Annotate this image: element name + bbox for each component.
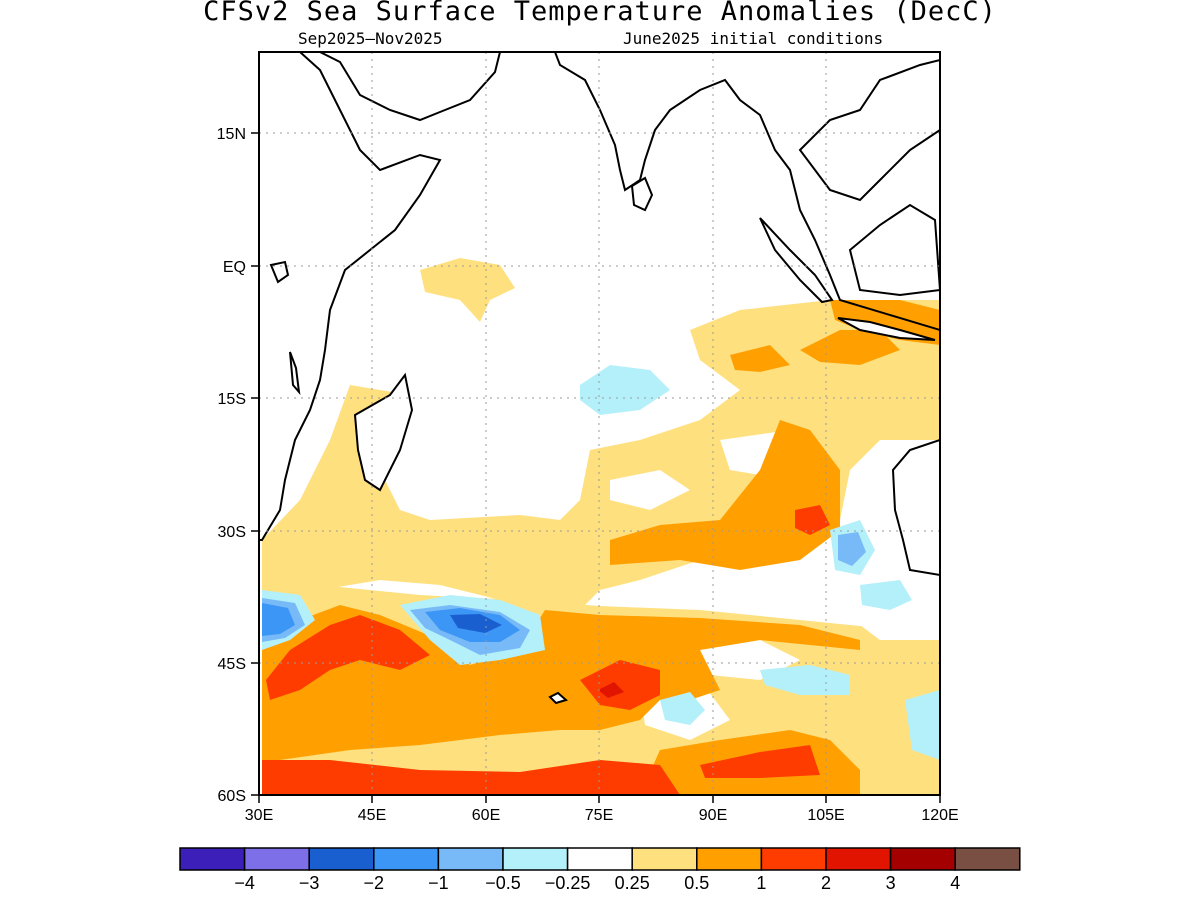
sumatra [759, 217, 834, 304]
anomaly-cool-south-east [760, 665, 850, 695]
colorbar-swatch [437, 847, 504, 871]
se-asia-coast [798, 58, 940, 202]
lon-label: 45E [358, 807, 386, 824]
colorbar-swatch [631, 847, 698, 871]
colorbar-swatch [825, 847, 892, 871]
anomaly-cool-east-40s [860, 580, 912, 610]
colorbar-swatch [502, 847, 569, 871]
lon-label: 30E [245, 807, 273, 824]
island [289, 351, 301, 396]
australia-coast [891, 438, 940, 577]
anomaly-red-kerguelen [580, 660, 660, 710]
anomaly-orange-west-australia [730, 345, 790, 372]
lon-label: 60E [472, 807, 500, 824]
anomaly-lightblue-east [838, 532, 866, 566]
anomaly-cool-15s [580, 365, 670, 415]
africa-coast [259, 52, 442, 541]
colorbar-swatch [373, 847, 440, 871]
anomaly-orange-sumatra [800, 330, 900, 365]
anomaly-blue-west [262, 603, 295, 636]
colorbar-label: 3 [886, 873, 896, 893]
colorbar-swatch [243, 847, 310, 871]
colorbar-label: −0.5 [485, 873, 521, 893]
coastlines [259, 52, 940, 705]
anomaly-cool-south-patch [660, 692, 705, 725]
lat-label: 45S [218, 656, 246, 673]
colorbar-label: −2 [364, 873, 385, 893]
anomaly-warm-equatorial [420, 258, 515, 322]
lat-label: 15N [217, 126, 246, 143]
island [548, 691, 569, 705]
colorbar-label: −0.25 [545, 873, 591, 893]
lat-label: EQ [223, 259, 246, 276]
anomaly-cool-south-east-edge [905, 690, 940, 760]
lat-label: 15S [218, 391, 246, 408]
colorbar-swatch [566, 847, 633, 871]
colorbar-label: 4 [950, 873, 960, 893]
colorbar-swatch [760, 847, 827, 871]
colorbar-swatch [696, 847, 763, 871]
init-subtitle: June2025 initial conditions [623, 29, 884, 48]
borneo [848, 203, 940, 297]
colorbar-label: −1 [428, 873, 449, 893]
colorbar-label: 0.25 [615, 873, 650, 893]
madagascar [353, 372, 414, 492]
java [837, 317, 936, 341]
season-subtitle: Sep2025–Nov2025 [298, 29, 443, 48]
anomaly-orange-central-south [610, 420, 840, 570]
lon-label: 75E [585, 807, 613, 824]
anomaly-red-south-east-belt [700, 745, 820, 778]
anomaly-darkred-spot [598, 682, 624, 698]
colorbar-label: 2 [821, 873, 831, 893]
colorbar-swatch [889, 847, 956, 871]
anomaly-red-indo-waters [795, 505, 830, 535]
colorbar-labels: −4 −3 −2 −1 −0.5 −0.25 0.25 0.5 1 2 3 4 [234, 873, 960, 893]
lat-label: 60S [218, 788, 246, 805]
island [269, 260, 290, 284]
lon-ticks [258, 795, 941, 803]
colorbar-label: −3 [299, 873, 320, 893]
lon-label: 90E [699, 807, 727, 824]
colorbar-swatch [954, 847, 1021, 871]
colorbar-label: 1 [756, 873, 766, 893]
graticule [259, 52, 940, 795]
india-coast [553, 52, 940, 332]
colorbar-label: −4 [234, 873, 255, 893]
anomaly-red-south-belt [262, 760, 680, 795]
anomaly-neutral-patch [610, 470, 690, 510]
lon-label: 105E [807, 807, 844, 824]
colorbar-swatch [179, 847, 246, 871]
colorbar-label: 0.5 [684, 873, 709, 893]
lat-label: 30S [218, 524, 246, 541]
sri-lanka [630, 176, 654, 212]
anomaly-red-south-west [266, 615, 430, 700]
colorbar [179, 847, 1021, 871]
anomaly-field [259, 52, 940, 795]
lon-label: 120E [921, 807, 958, 824]
lat-ticks [251, 132, 259, 796]
map-title: CFSv2 Sea Surface Temperature Anomalies … [203, 0, 997, 27]
colorbar-swatch [308, 847, 375, 871]
anomaly-darkblue [450, 614, 502, 633]
arabia-coast [300, 52, 502, 122]
